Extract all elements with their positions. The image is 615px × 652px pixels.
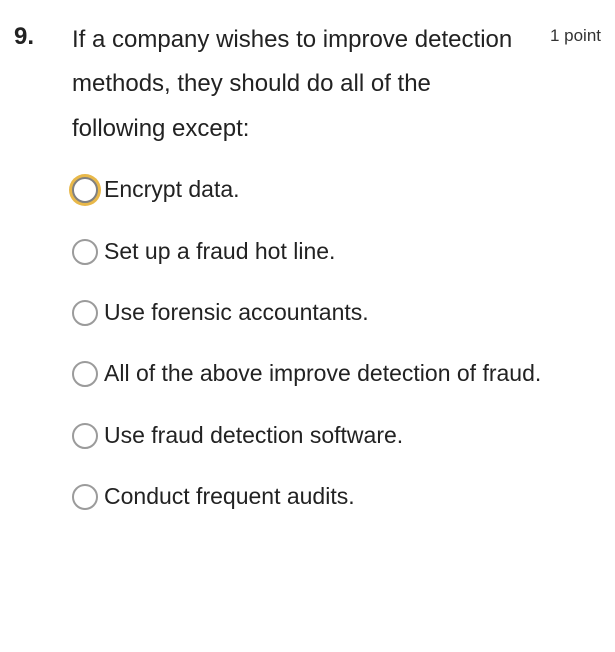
- option-5[interactable]: Conduct frequent audits.: [72, 476, 601, 517]
- question-body: 1 point If a company wishes to improve d…: [72, 18, 601, 538]
- option-label: Set up a fraud hot line.: [104, 231, 335, 272]
- question-container: 9. 1 point If a company wishes to improv…: [14, 18, 601, 538]
- option-label: Encrypt data.: [104, 169, 240, 210]
- question-number: 9.: [14, 18, 72, 55]
- radio-icon[interactable]: [72, 177, 98, 203]
- radio-icon[interactable]: [72, 423, 98, 449]
- option-0[interactable]: Encrypt data.: [72, 169, 601, 210]
- options-list: Encrypt data. Set up a fraud hot line. U…: [72, 169, 601, 517]
- radio-icon[interactable]: [72, 239, 98, 265]
- option-1[interactable]: Set up a fraud hot line.: [72, 231, 601, 272]
- points-label: 1 point: [550, 20, 601, 51]
- question-text: If a company wishes to improve detection…: [72, 18, 601, 151]
- option-2[interactable]: Use forensic accountants.: [72, 292, 601, 333]
- option-label: Use forensic accountants.: [104, 292, 369, 333]
- option-label: Use fraud detection software.: [104, 415, 403, 456]
- option-3[interactable]: All of the above improve detection of fr…: [72, 353, 601, 394]
- radio-icon[interactable]: [72, 484, 98, 510]
- radio-icon[interactable]: [72, 361, 98, 387]
- radio-icon[interactable]: [72, 300, 98, 326]
- option-label: All of the above improve detection of fr…: [104, 353, 541, 394]
- option-4[interactable]: Use fraud detection software.: [72, 415, 601, 456]
- option-label: Conduct frequent audits.: [104, 476, 355, 517]
